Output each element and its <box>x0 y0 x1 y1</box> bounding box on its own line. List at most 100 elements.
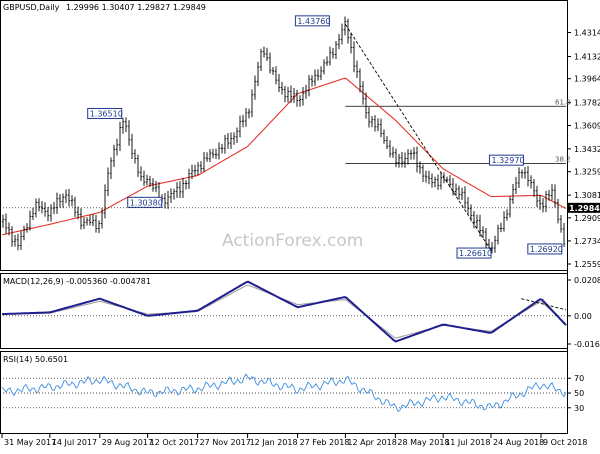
price-bar <box>298 95 302 107</box>
price-bar <box>394 148 398 168</box>
price-callout: 1.30380 <box>127 196 163 208</box>
price-bar <box>202 151 206 172</box>
rsi-tick-label: 50 <box>574 389 584 398</box>
macd-lines <box>1 280 567 343</box>
price-bar <box>235 127 239 143</box>
price-bar <box>97 220 101 234</box>
price-bar <box>370 116 374 128</box>
rsi-axis: 70 50 30 <box>0 374 584 413</box>
price-bar <box>79 208 83 230</box>
price-bar <box>508 196 512 218</box>
price-tick-label: 1.27340 <box>574 237 600 246</box>
price-bar <box>562 222 566 248</box>
price-tick-label: 1.32590 <box>574 168 600 177</box>
price-bar <box>184 180 188 190</box>
price-callout: 1.26610 <box>456 247 492 259</box>
price-bar <box>469 204 473 222</box>
rsi-tick-label: 30 <box>574 404 584 413</box>
price-bar <box>217 142 221 160</box>
price-bar <box>403 152 407 168</box>
price-bar <box>280 81 284 95</box>
macd-tick-label: 0.00 <box>574 312 592 321</box>
price-bar <box>559 214 563 233</box>
macd-trend-line <box>521 298 567 311</box>
price-bar <box>316 69 320 81</box>
price-bar <box>289 85 293 103</box>
price-bar <box>145 174 149 186</box>
price-bar <box>121 117 125 134</box>
price-tick-label: 1.39640 <box>574 75 600 84</box>
price-tick-label: 1.37820 <box>574 99 600 108</box>
price-bar <box>484 228 488 251</box>
price-bar <box>19 230 23 250</box>
price-bar <box>292 88 296 103</box>
price-bar <box>67 188 71 207</box>
price-bar <box>523 167 527 179</box>
price-bar <box>61 193 65 208</box>
rsi-series-line <box>1 373 567 413</box>
price-bar <box>151 178 155 192</box>
price-bar <box>199 161 203 173</box>
time-tick-label: 29 Aug 2017 <box>102 438 153 447</box>
rsi-line <box>1 373 567 413</box>
price-panel-frame <box>0 0 568 271</box>
fibonacci-label: 61.8 <box>555 98 571 106</box>
price-bar <box>136 154 140 177</box>
rsi-panel-frame <box>0 351 568 434</box>
price-callout: 1.26920 <box>527 243 563 255</box>
rsi-title: RSI(14) 50.6501 <box>3 355 68 364</box>
price-bar <box>364 92 368 119</box>
price-callout: 1.43760 <box>294 15 330 27</box>
watermark-text: ActionForex.com <box>222 231 363 251</box>
price-bar <box>337 33 341 50</box>
price-bar <box>307 74 311 97</box>
svg-text:1.36510: 1.36510 <box>90 109 123 118</box>
price-bar <box>478 214 482 237</box>
price-bar <box>49 204 53 222</box>
price-bar <box>271 67 275 76</box>
price-bar <box>481 226 485 238</box>
price-axis: 1.43140 1.41320 1.39640 1.37820 1.36090 1.343… <box>567 29 600 269</box>
price-bar <box>37 198 41 212</box>
price-bar <box>253 75 257 100</box>
price-bar <box>40 201 44 214</box>
price-bar <box>535 185 539 208</box>
price-bar <box>439 171 443 190</box>
price-bar <box>409 149 413 160</box>
price-bar <box>544 190 548 213</box>
price-bar <box>454 183 458 196</box>
price-bar <box>55 192 59 214</box>
price-bar <box>373 115 377 132</box>
price-bar <box>412 147 416 160</box>
price-bar <box>397 153 401 168</box>
time-tick-label: 9 Oct 2018 <box>543 438 587 447</box>
price-bar <box>319 66 323 81</box>
price-bar <box>124 117 128 133</box>
price-bar <box>448 174 452 188</box>
price-bar <box>460 187 464 201</box>
price-bar <box>16 233 20 251</box>
price-bar <box>268 52 272 74</box>
price-bar <box>22 225 26 241</box>
last-price-marker: 1.29849 <box>0 202 600 213</box>
price-bar <box>169 188 173 203</box>
price-bar <box>349 32 353 54</box>
price-bar <box>175 182 179 198</box>
price-bar <box>106 167 110 197</box>
price-bar <box>361 81 365 105</box>
price-bar <box>178 181 182 199</box>
ohlc-label: 1.29996 1.30407 1.29827 1.29849 <box>66 3 206 12</box>
price-bar <box>277 73 281 93</box>
macd-axis: 0.020848 0.00 -0.016385 <box>0 276 600 349</box>
price-tick-label: 1.34320 <box>574 145 600 154</box>
time-tick-label: 12 Jan 2018 <box>250 438 298 447</box>
price-bar <box>232 132 236 145</box>
price-bar <box>76 206 80 220</box>
price-bar <box>436 174 440 190</box>
macd-signal-line <box>2 284 567 339</box>
price-bar <box>538 194 542 210</box>
price-bar <box>1 214 5 228</box>
price-bar <box>475 214 479 229</box>
price-bar <box>262 46 266 58</box>
